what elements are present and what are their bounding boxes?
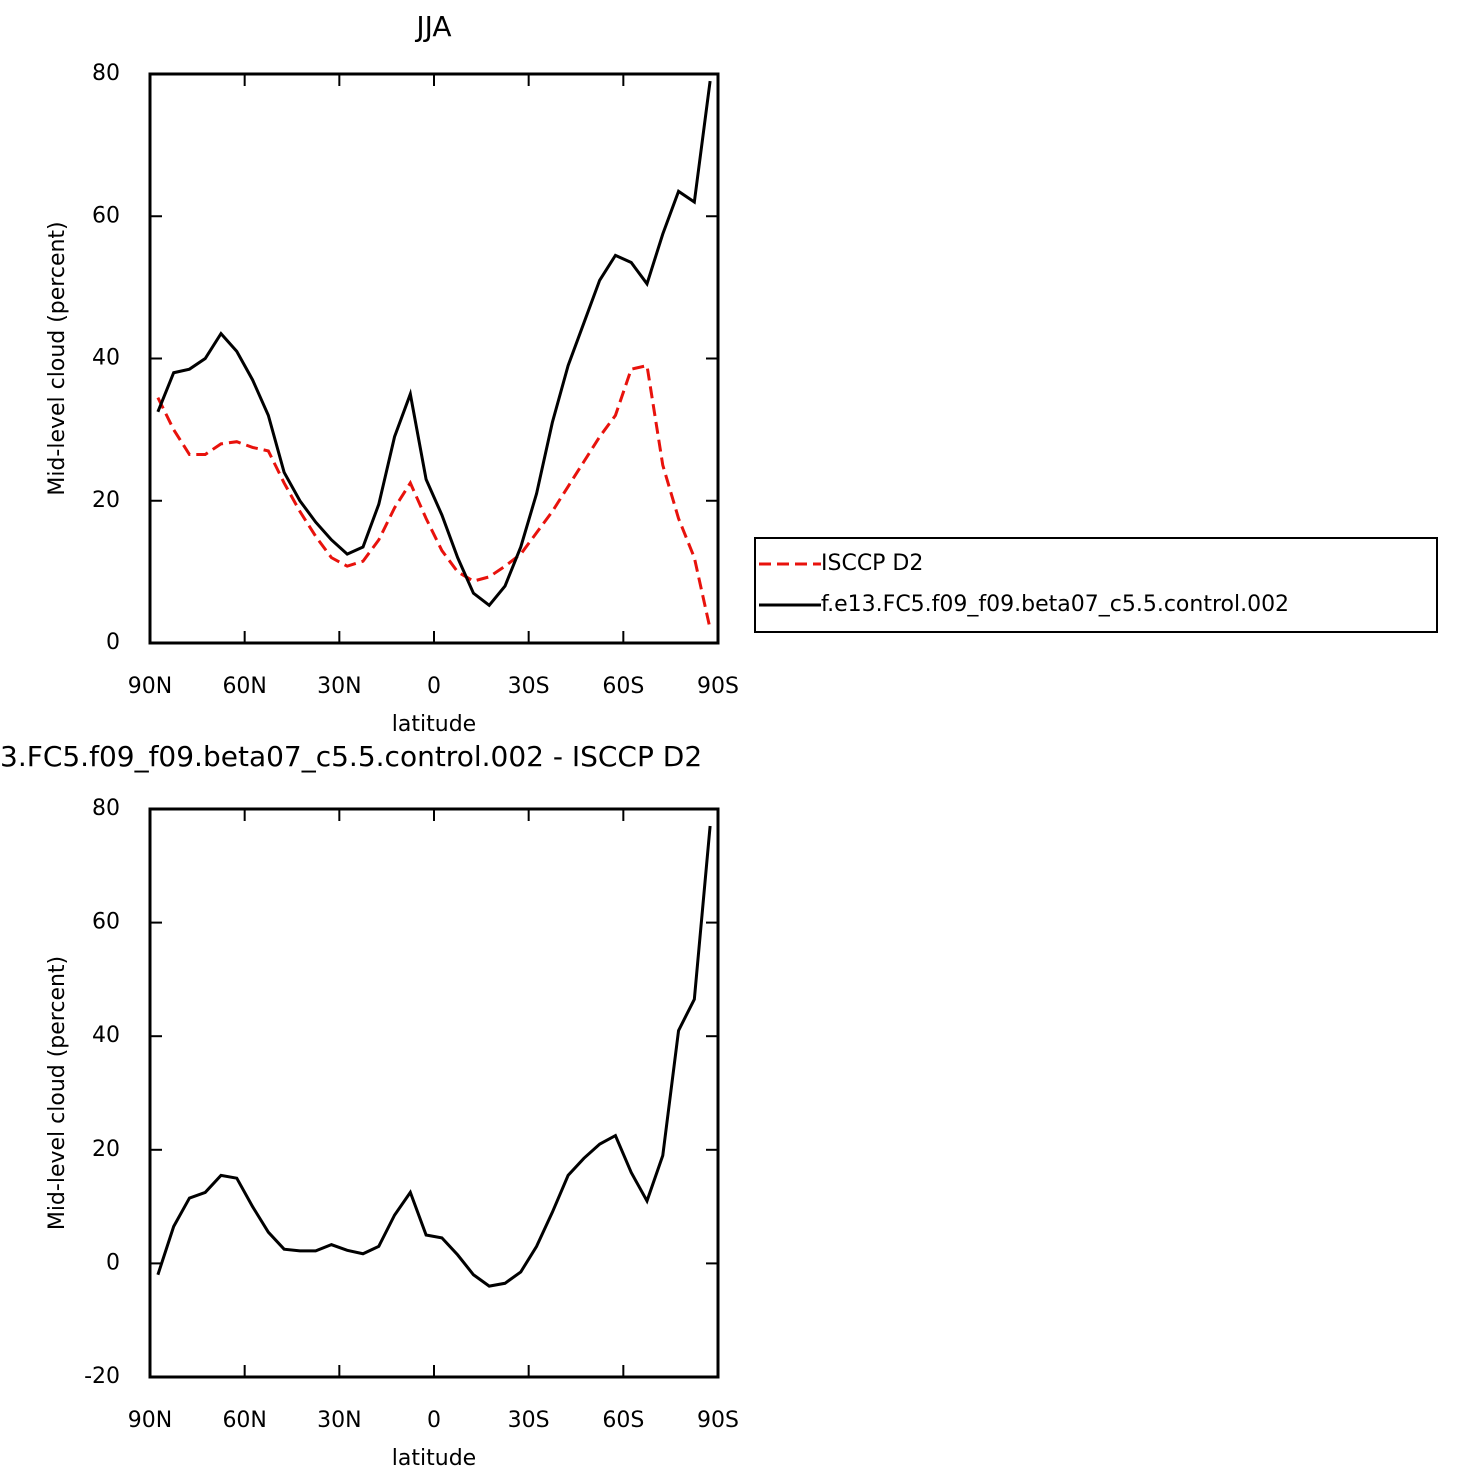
x-tick-label: 90N — [128, 674, 172, 699]
legend-label: f.e13.FC5.f09_f09.beta07_c5.5.control.00… — [821, 592, 1289, 617]
x-tick-label: 30N — [317, 674, 361, 699]
y-tick-label: 40 — [92, 346, 120, 371]
y-tick-label: 80 — [92, 796, 120, 821]
x-tick-label: 0 — [427, 674, 441, 699]
chart-title: 3.FC5.f09_f09.beta07_c5.5.control.002 - … — [0, 740, 702, 773]
x-tick-label: 30N — [317, 1408, 361, 1433]
y-tick-label: 60 — [92, 910, 120, 935]
y-tick-label: 80 — [92, 61, 120, 86]
x-tick-label: 30S — [508, 674, 550, 699]
y-axis-label: Mid-level cloud (percent) — [45, 221, 70, 495]
x-tick-label: 0 — [427, 1408, 441, 1433]
x-tick-label: 60S — [602, 674, 644, 699]
x-axis-label: latitude — [392, 1446, 476, 1471]
x-axis-label: latitude — [392, 712, 476, 737]
x-tick-label: 60N — [222, 674, 266, 699]
data-line — [156, 363, 712, 630]
y-tick-label: 40 — [92, 1023, 120, 1048]
y-tick-label: 20 — [92, 488, 120, 513]
y-tick-label: 0 — [106, 1250, 120, 1275]
y-axis-label: Mid-level cloud (percent) — [45, 956, 70, 1230]
x-tick-label: 60N — [222, 1408, 266, 1433]
y-tick-label: -20 — [84, 1364, 120, 1389]
x-tick-label: 90S — [697, 1408, 739, 1433]
data-line — [156, 80, 712, 608]
y-tick-label: 0 — [106, 630, 120, 655]
chart-title: JJA — [414, 10, 451, 43]
x-tick-label: 60S — [602, 1408, 644, 1433]
x-tick-label: 30S — [508, 1408, 550, 1433]
plot-frame — [148, 807, 720, 1379]
y-tick-label: 60 — [92, 203, 120, 228]
x-tick-label: 90S — [697, 674, 739, 699]
plot-frame — [148, 72, 720, 645]
y-tick-label: 20 — [92, 1137, 120, 1162]
x-tick-label: 90N — [128, 1408, 172, 1433]
data-line — [156, 825, 712, 1288]
legend-label: ISCCP D2 — [821, 551, 923, 576]
legend-box — [754, 537, 1438, 633]
